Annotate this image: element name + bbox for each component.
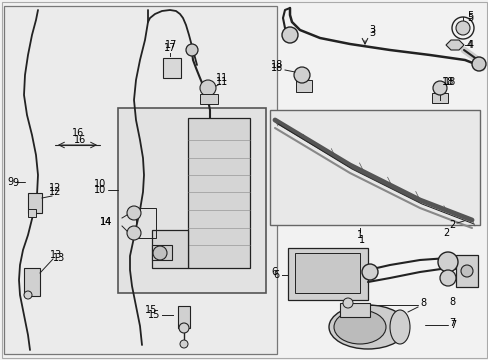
Circle shape	[361, 264, 377, 280]
Text: 11: 11	[215, 73, 228, 83]
Text: 18: 18	[270, 63, 283, 73]
Circle shape	[127, 206, 141, 220]
Text: 4: 4	[467, 40, 473, 50]
Circle shape	[24, 291, 32, 299]
Text: 16: 16	[72, 128, 84, 138]
Text: 4: 4	[466, 40, 472, 50]
Text: 5: 5	[466, 13, 472, 23]
Text: 15: 15	[147, 310, 160, 320]
Circle shape	[437, 252, 457, 272]
Circle shape	[432, 81, 446, 95]
Ellipse shape	[328, 305, 406, 349]
Text: 1: 1	[356, 230, 362, 240]
Bar	[431, 93, 447, 103]
Text: 1: 1	[358, 235, 365, 245]
Ellipse shape	[333, 310, 385, 344]
Bar	[4, 6, 276, 354]
Bar	[163, 58, 181, 78]
Text: 17: 17	[164, 40, 177, 50]
Text: 6: 6	[273, 270, 280, 280]
Text: 9: 9	[8, 177, 14, 187]
Text: 13: 13	[50, 250, 62, 260]
Bar	[28, 209, 36, 217]
Bar	[118, 108, 265, 293]
Text: 12: 12	[49, 183, 61, 193]
Text: 14: 14	[100, 217, 112, 227]
Text: 2: 2	[449, 220, 455, 230]
Text: 16: 16	[74, 135, 86, 145]
Bar	[287, 248, 367, 300]
Bar	[152, 230, 187, 268]
Text: 18: 18	[270, 60, 283, 70]
Text: 5: 5	[466, 11, 472, 21]
Text: 3: 3	[368, 25, 374, 35]
Text: 14: 14	[100, 217, 112, 227]
Bar	[24, 268, 40, 296]
Text: 13: 13	[53, 253, 65, 263]
Text: 18: 18	[443, 77, 455, 87]
Circle shape	[200, 80, 216, 96]
Text: 3: 3	[368, 28, 374, 38]
Bar	[178, 306, 190, 328]
Text: 8: 8	[419, 298, 425, 308]
Polygon shape	[445, 40, 463, 50]
Circle shape	[460, 265, 472, 277]
Bar	[187, 118, 249, 268]
Text: 10: 10	[94, 179, 106, 189]
Circle shape	[127, 226, 141, 240]
Text: 10: 10	[94, 185, 106, 195]
Circle shape	[455, 21, 469, 35]
Bar	[455, 255, 477, 287]
Bar	[339, 303, 369, 317]
Text: 7: 7	[449, 320, 455, 330]
Circle shape	[293, 67, 309, 83]
Circle shape	[439, 270, 455, 286]
Bar	[200, 94, 218, 104]
Circle shape	[179, 323, 189, 333]
Circle shape	[342, 298, 352, 308]
Text: 18: 18	[441, 77, 453, 87]
Ellipse shape	[389, 310, 409, 344]
Text: 12: 12	[49, 187, 61, 197]
Bar	[269, 110, 479, 225]
Circle shape	[185, 44, 198, 56]
Text: 17: 17	[163, 43, 176, 53]
Circle shape	[180, 340, 187, 348]
Bar	[294, 253, 359, 293]
Circle shape	[153, 246, 167, 260]
Bar	[295, 80, 311, 92]
Bar	[136, 208, 156, 238]
Bar	[28, 193, 42, 213]
Circle shape	[282, 27, 297, 43]
Bar	[152, 245, 172, 260]
Text: 7: 7	[448, 318, 454, 328]
Text: 9: 9	[12, 178, 18, 188]
Text: 6: 6	[271, 267, 278, 277]
Text: 2: 2	[443, 228, 449, 238]
Circle shape	[471, 57, 485, 71]
Text: 15: 15	[144, 305, 157, 315]
Text: 11: 11	[215, 77, 228, 87]
Text: 8: 8	[448, 297, 454, 307]
